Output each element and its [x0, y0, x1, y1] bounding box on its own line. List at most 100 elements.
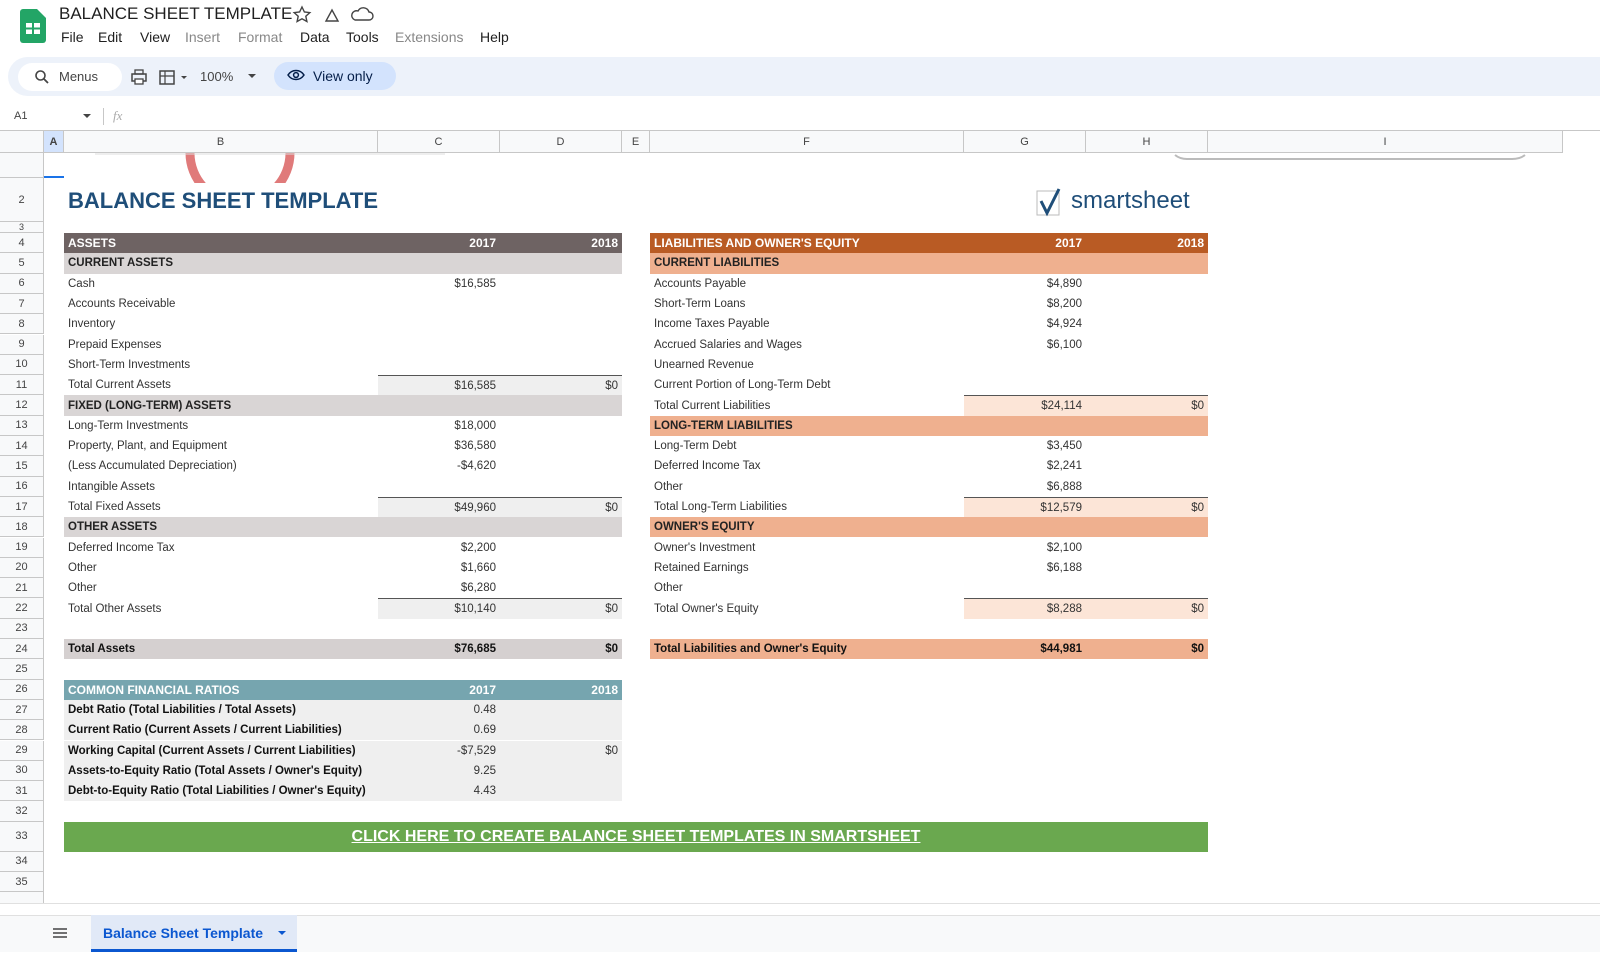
ratio-label: Debt-to-Equity Ratio (Total Liabilities … — [68, 785, 366, 798]
divider — [103, 108, 104, 125]
line-label: Cash — [68, 277, 95, 290]
line-label: Income Taxes Payable — [654, 318, 770, 331]
line-label: Accounts Receivable — [68, 298, 176, 311]
line-label: Deferred Income Tax — [654, 460, 761, 473]
grand-total-label: Total Liabilities and Owner's Equity — [654, 643, 847, 656]
search-box[interactable] — [18, 63, 122, 91]
row-header: 24 — [0, 639, 44, 660]
table-header: 2018 — [591, 682, 618, 697]
total-value: $12,579 — [964, 496, 1086, 518]
line-value: $6,100 — [1046, 338, 1082, 351]
cta-link[interactable]: CLICK HERE TO CREATE BALANCE SHEET TEMPL… — [64, 821, 1208, 852]
column-header: C — [378, 131, 500, 153]
name-box[interactable]: A1 — [14, 110, 28, 122]
total-label: Total Current Liabilities — [654, 399, 771, 412]
section-title: LONG-TERM LIABILITIES — [654, 419, 793, 432]
line-label: Unearned Revenue — [654, 358, 754, 371]
total-value: $10,140 — [378, 598, 500, 619]
line-value: $4,924 — [1046, 318, 1082, 331]
sheet-tab[interactable] — [91, 915, 297, 952]
row-header: 34 — [0, 851, 44, 872]
row-band — [64, 395, 622, 416]
column-header: F — [650, 131, 964, 153]
line-label: Other — [654, 480, 683, 493]
line-value: $36,580 — [454, 440, 496, 453]
menu[interactable]: Extensions — [395, 29, 464, 45]
section-title: OTHER ASSETS — [68, 521, 158, 534]
grand-total-value: $44,981 — [1040, 643, 1082, 656]
row-band — [64, 760, 622, 782]
row-header: 10 — [0, 354, 44, 376]
search-icon — [35, 70, 49, 84]
table-header: ASSETS — [68, 236, 117, 251]
active-cell — [44, 153, 64, 178]
line-label: Prepaid Expenses — [68, 338, 162, 351]
menu[interactable]: Format — [238, 29, 283, 45]
logo: smartsheet — [1071, 187, 1190, 214]
line-label: Other — [654, 582, 683, 595]
row-header: 18 — [0, 517, 44, 538]
line-value: $2,241 — [1046, 460, 1082, 473]
line-label: (Less Accumulated Depreciation) — [68, 460, 237, 473]
total-value: $0 — [1086, 598, 1208, 619]
line-value: $6,280 — [460, 582, 496, 595]
ratio-label: Working Capital (Current Assets / Curren… — [68, 744, 356, 757]
grand-total-value: $0 — [605, 643, 618, 656]
header-image — [95, 153, 1526, 183]
menu[interactable]: View — [140, 29, 171, 45]
total-value: $0 — [500, 375, 622, 396]
menu[interactable]: Data — [300, 29, 330, 45]
section-title: FIXED (LONG-TERM) ASSETS — [68, 399, 232, 412]
zoom[interactable]: 100% — [200, 69, 234, 84]
menu[interactable]: Tools — [346, 29, 379, 45]
ratio-label: Assets-to-Equity Ratio (Total Assets / O… — [68, 764, 363, 777]
table-header: 2018 — [1177, 236, 1204, 251]
row-header: 32 — [0, 801, 44, 822]
line-value: -$4,620 — [456, 460, 496, 473]
line-value: $2,100 — [1046, 541, 1082, 554]
line-value: $1,660 — [460, 561, 496, 574]
row-header: 31 — [0, 781, 44, 802]
column-header: A — [44, 131, 64, 153]
line-label: Inventory — [68, 318, 116, 331]
ratio-value: 0.69 — [473, 724, 496, 737]
logo-mark — [1036, 188, 1061, 217]
grand-total-value: $76,685 — [454, 643, 496, 656]
total-value: $24,114 — [964, 395, 1086, 416]
total-label: Total Long-Term Liabilities — [654, 501, 787, 514]
row-band — [64, 720, 622, 741]
row-header: 23 — [0, 618, 44, 639]
line-label: Other — [68, 582, 97, 595]
line-value: $4,890 — [1046, 277, 1082, 290]
ratio-value: 0.48 — [473, 704, 496, 717]
total-value: $8,288 — [964, 598, 1086, 619]
row-band — [64, 233, 622, 254]
table-header: 2018 — [591, 236, 618, 251]
row-header: 5 — [0, 253, 44, 274]
row-header: 30 — [0, 760, 44, 782]
row-band — [64, 253, 622, 274]
search-text: Menus — [59, 69, 99, 84]
row-header: 35 — [0, 872, 44, 893]
table-header: LIABILITIES AND OWNER'S EQUITY — [654, 236, 860, 251]
ratio-value: 4.43 — [473, 785, 496, 798]
doc-title: BALANCE SHEET TEMPLATE — [59, 4, 293, 23]
total-label: Total Fixed Assets — [68, 501, 161, 514]
title-icons — [292, 5, 374, 23]
grand-total-value: $0 — [1191, 643, 1204, 656]
all-sheets-icon[interactable] — [52, 926, 68, 940]
menu[interactable]: Edit — [98, 29, 123, 45]
menu[interactable]: Insert — [185, 29, 221, 45]
menu[interactable]: File — [61, 29, 84, 45]
ratio-label: Current Ratio (Current Assets / Current … — [68, 724, 342, 737]
total-value: $0 — [500, 598, 622, 619]
sheets-logo — [20, 9, 46, 43]
row-header: 4 — [0, 233, 44, 254]
menu[interactable]: Help — [480, 29, 509, 45]
row-header: 26 — [0, 679, 44, 700]
row-band — [64, 781, 622, 802]
row-header: 3 — [0, 222, 44, 233]
ratio-value: 9.25 — [473, 764, 496, 777]
line-label: Deferred Income Tax — [68, 541, 175, 554]
